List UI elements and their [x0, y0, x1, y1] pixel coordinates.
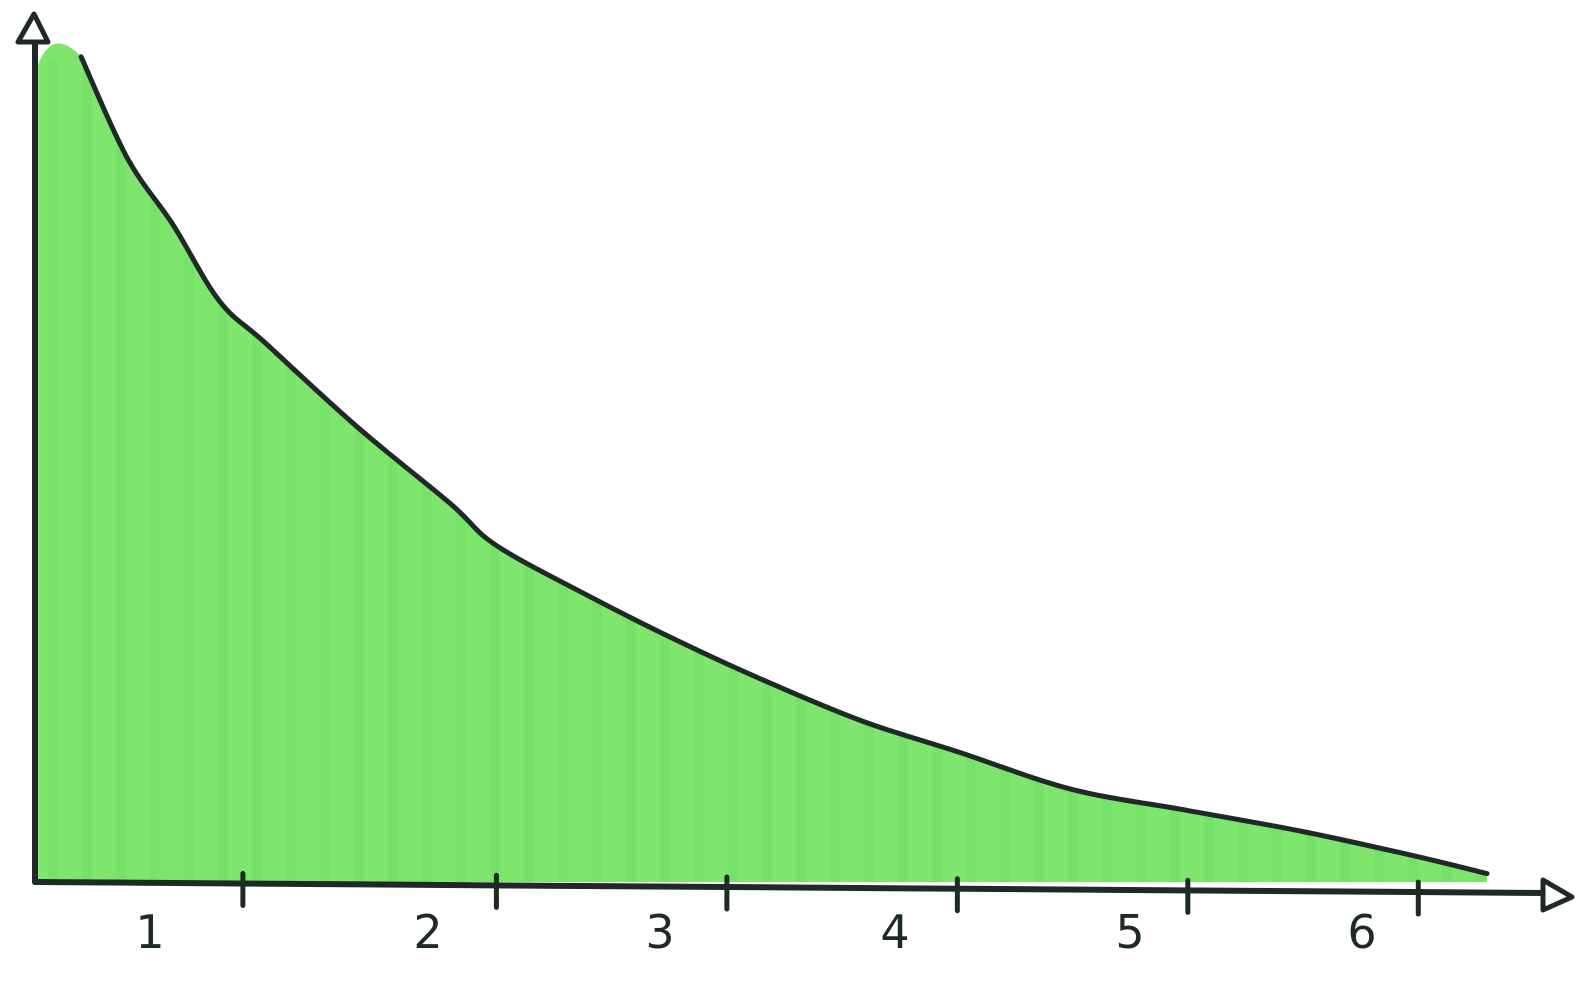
x-tick-label: 1: [135, 905, 164, 959]
x-tick-label: 5: [1115, 905, 1144, 959]
y-axis-arrow-icon: [15, 11, 51, 45]
x-tick-label: 3: [645, 905, 674, 959]
area-fill-group: [35, 43, 1487, 883]
axes-group: [15, 11, 1575, 913]
x-axis-arrow-icon: [1540, 877, 1575, 913]
ticks-group: [240, 871, 1421, 917]
x-tick-label: 2: [413, 905, 442, 959]
x-tick-label: 4: [880, 905, 909, 959]
tick-labels-group: 1 2 3 4 5 6: [135, 905, 1376, 959]
x-axis-line: [32, 879, 1548, 896]
series-line: [78, 54, 1490, 877]
curve-group: [78, 54, 1490, 877]
x-tick-label: 6: [1347, 905, 1376, 959]
area-fill: [35, 43, 1487, 883]
